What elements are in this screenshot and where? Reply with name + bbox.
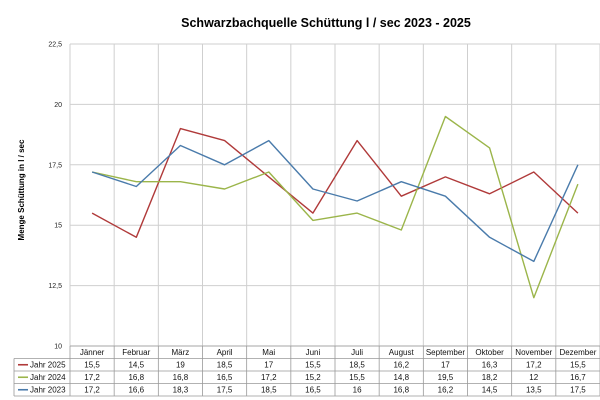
data-cell: 18,5: [261, 386, 277, 395]
data-cell: 14,5: [482, 386, 498, 395]
data-cell: 17,2: [84, 373, 100, 382]
category-label: April: [217, 348, 233, 357]
y-tick-label: 20: [54, 102, 62, 109]
data-cell: 16,8: [393, 386, 409, 395]
category-label: März: [172, 348, 190, 357]
data-cell: 18,2: [482, 373, 498, 382]
data-cell: 16,3: [482, 361, 498, 370]
category-label: November: [515, 348, 552, 357]
category-label: September: [426, 348, 465, 357]
data-cell: 16,8: [128, 373, 144, 382]
data-cell: 15,5: [84, 361, 100, 370]
legend-entry: Jahr 2025: [30, 361, 66, 370]
series-line-3: [91, 139, 579, 263]
y-tick-label: 17,5: [48, 162, 62, 169]
category-label: Mai: [262, 348, 275, 357]
data-cell: 17: [264, 361, 273, 370]
data-cell: 13,5: [526, 386, 542, 395]
data-cell: 16,2: [393, 361, 409, 370]
data-cell: 17,5: [570, 386, 586, 395]
data-cell: 15,2: [305, 373, 321, 382]
y-tick-label: 22,5: [48, 42, 62, 49]
category-label: Juni: [306, 348, 321, 357]
y-tick-label: 10: [54, 344, 62, 351]
data-table: Jänner Februar März April Mai Juni Juli August S…: [13, 345, 600, 397]
y-tick-labels: 10 12,5 15 17,5 20 22,5: [48, 42, 62, 351]
data-cell: 18,3: [173, 386, 189, 395]
data-cell: 12: [529, 373, 538, 382]
category-label: Oktober: [475, 348, 504, 357]
data-cell: 16,5: [217, 373, 233, 382]
category-label: Jänner: [80, 348, 105, 357]
data-cell: 18,5: [217, 361, 233, 370]
data-cell: 16,7: [570, 373, 586, 382]
series-line-1: [91, 127, 579, 239]
data-cell: 14,5: [128, 361, 144, 370]
y-tick-label: 12,5: [48, 283, 62, 290]
data-cell: 16,5: [305, 386, 321, 395]
data-cell: 15,5: [570, 361, 586, 370]
data-cell: 18,5: [349, 361, 365, 370]
legend-entry: Jahr 2024: [30, 373, 66, 382]
data-cell: 15,5: [349, 373, 365, 382]
data-cell: 17: [441, 361, 450, 370]
data-cell: 16: [353, 386, 362, 395]
y-axis-label: Menge Schüttung in l / sec: [17, 139, 26, 240]
category-label: Juli: [351, 348, 363, 357]
category-label: Februar: [122, 348, 150, 357]
series-lines: [91, 115, 579, 299]
data-cell: 14,8: [393, 373, 409, 382]
data-cell: 17,2: [261, 373, 277, 382]
legend-entry: Jahr 2023: [30, 386, 66, 395]
y-tick-label: 15: [54, 223, 62, 230]
data-cell: 16,8: [173, 373, 189, 382]
category-label: August: [389, 348, 415, 357]
chart-title: Schwarzbachquelle Schüttung l / sec 2023…: [181, 16, 471, 30]
data-cell: 16,6: [128, 386, 144, 395]
data-cell: 16,2: [438, 386, 454, 395]
series-line-2: [91, 115, 579, 299]
data-cell: 19: [176, 361, 185, 370]
data-cell: 19,5: [438, 373, 454, 382]
data-cell: 17,2: [526, 361, 542, 370]
data-cell: 15,5: [305, 361, 321, 370]
data-cell: 17,2: [84, 386, 100, 395]
data-cell: 17,5: [217, 386, 233, 395]
category-label: Dezember: [559, 348, 596, 357]
